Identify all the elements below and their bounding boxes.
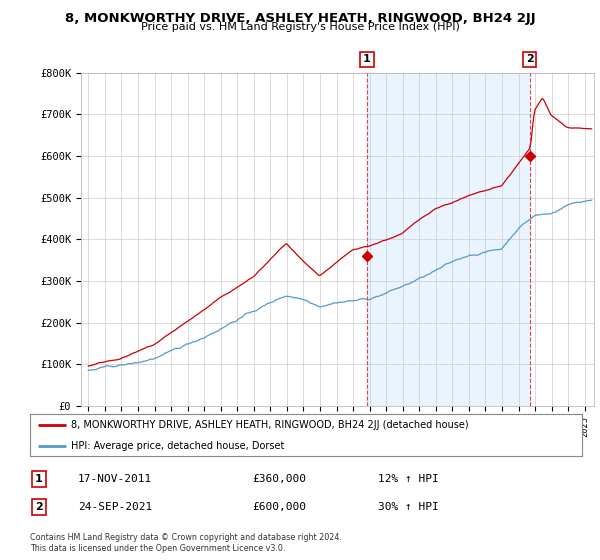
Text: 12% ↑ HPI: 12% ↑ HPI [378,474,439,484]
Bar [367,73,530,406]
Text: £600,000: £600,000 [252,502,306,512]
Text: HPI: Average price, detached house, Dorset: HPI: Average price, detached house, Dors… [71,441,285,451]
Text: Contains HM Land Registry data © Crown copyright and database right 2024.
This d: Contains HM Land Registry data © Crown c… [30,533,342,553]
Text: 8, MONKWORTHY DRIVE, ASHLEY HEATH, RINGWOOD, BH24 2JJ (detached house): 8, MONKWORTHY DRIVE, ASHLEY HEATH, RINGW… [71,420,469,430]
Text: 1: 1 [363,54,371,64]
Text: Price paid vs. HM Land Registry's House Price Index (HPI): Price paid vs. HM Land Registry's House … [140,22,460,32]
Text: 2: 2 [35,502,43,512]
Text: 8, MONKWORTHY DRIVE, ASHLEY HEATH, RINGWOOD, BH24 2JJ: 8, MONKWORTHY DRIVE, ASHLEY HEATH, RINGW… [65,12,535,25]
Text: 30% ↑ HPI: 30% ↑ HPI [378,502,439,512]
Text: £360,000: £360,000 [252,474,306,484]
Text: 24-SEP-2021: 24-SEP-2021 [78,502,152,512]
Text: 17-NOV-2011: 17-NOV-2011 [78,474,152,484]
Text: 2: 2 [526,54,533,64]
Text: 1: 1 [35,474,43,484]
